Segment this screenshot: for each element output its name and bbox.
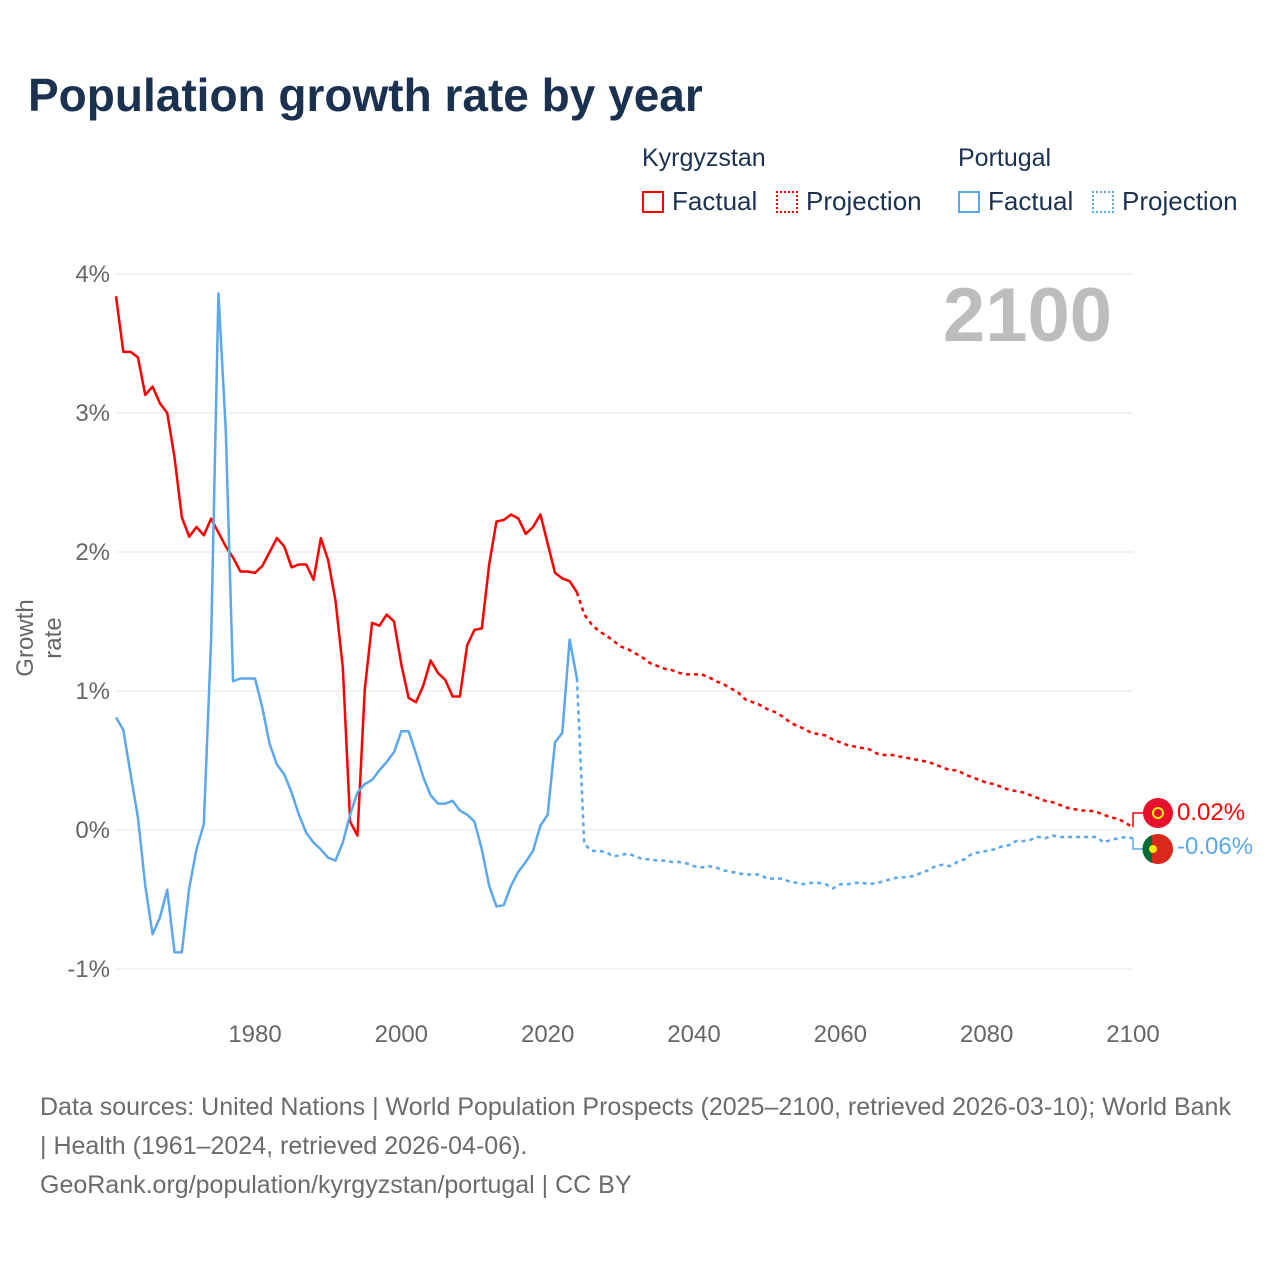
x-tick-label: 2040	[667, 1021, 720, 1048]
legend-label: Factual	[672, 186, 758, 216]
y-tick-label: 4%	[75, 261, 110, 288]
flag-kyrgyzstan-icon	[1143, 798, 1173, 828]
legend-portugal-projection[interactable]: Projection	[1092, 186, 1238, 217]
chart-title: Population growth rate by year	[28, 69, 703, 121]
x-tick-label: 2000	[375, 1021, 428, 1048]
x-tick-label: 2080	[960, 1021, 1013, 1048]
footer: Data sources: United Nations | World Pop…	[40, 1088, 1240, 1205]
legend-label: Projection	[806, 186, 922, 216]
line-portugal-projection	[575, 678, 1134, 890]
y-tick-label: 2%	[75, 539, 110, 566]
legend-portugal-factual[interactable]: Factual	[958, 186, 1073, 217]
legend-swatch-solid	[642, 190, 664, 213]
current-year-label: 2100	[942, 273, 1112, 358]
legend-kyrgyzstan-projection[interactable]: Projection	[776, 186, 922, 217]
legend-group-portugal: Portugal	[958, 144, 1052, 172]
end-label-portugal: -0.06%	[1177, 833, 1254, 860]
legend-swatch-dotted	[776, 190, 798, 213]
leader-portugal	[1132, 838, 1144, 850]
flag-sun-icon	[1152, 807, 1164, 819]
y-tick-label: 1%	[75, 678, 110, 705]
x-tick-label: 2060	[814, 1021, 867, 1048]
line-kyrgyzstan-factual	[114, 296, 578, 837]
source-url[interactable]: GeoRank.org/population/kyrgyzstan/portug…	[40, 1171, 632, 1199]
flag-portugal-green	[1142, 835, 1152, 863]
legend-label: Projection	[1122, 186, 1238, 216]
y-tick-label: 0%	[75, 817, 110, 844]
y-tick-label: -1%	[67, 956, 110, 983]
leader-kyrgyzstan	[1132, 812, 1144, 828]
x-tick-label: 2100	[1106, 1021, 1159, 1048]
line-kyrgyzstan-projection	[575, 591, 1134, 829]
legend-group-kyrgyzstan: Kyrgyzstan	[642, 144, 766, 172]
flag-armillary-icon	[1149, 845, 1157, 853]
x-tick-label: 2020	[521, 1021, 574, 1048]
legend-kyrgyzstan-factual[interactable]: Factual	[642, 186, 757, 217]
legend-swatch-solid	[958, 190, 980, 213]
legend-label: Factual	[988, 186, 1074, 216]
line-portugal-factual	[114, 292, 579, 954]
end-label-kyrgyzstan: 0.02%	[1177, 799, 1246, 826]
x-tick-label: 1980	[228, 1021, 281, 1048]
data-sources: Data sources: United Nations | World Pop…	[40, 1093, 1231, 1160]
legend-swatch-dotted	[1092, 190, 1114, 213]
y-tick-label: 3%	[75, 400, 110, 427]
